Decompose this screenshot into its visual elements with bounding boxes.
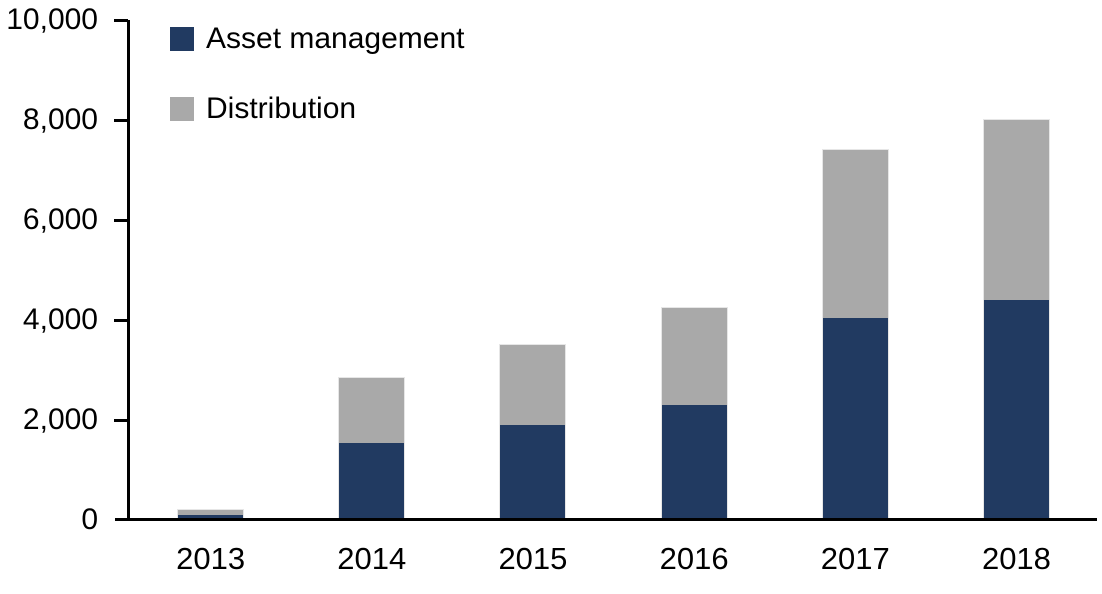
y-axis-ticks	[0, 0, 130, 594]
x-axis-line	[115, 518, 1097, 521]
bar-segment-distribution-2018	[983, 120, 1049, 300]
y-tick-mark	[114, 319, 128, 322]
x-axis-labels: 2013 2014 2015 2016 2017 2018	[130, 541, 1097, 577]
bar-group-2016	[614, 20, 775, 521]
bar-group-2014	[291, 20, 452, 521]
bar-segment-distribution-2013	[178, 510, 244, 515]
x-axis-label-2013: 2013	[176, 541, 246, 576]
x-axis-label-2018: 2018	[981, 541, 1051, 576]
legend-item-asset-management: Asset management	[170, 24, 464, 54]
bar-segment-asset-management-2016	[661, 405, 727, 520]
x-axis-label-2016: 2016	[659, 541, 729, 576]
bar-segment-asset-management-2014	[339, 442, 405, 520]
x-axis-label-2015: 2015	[498, 541, 568, 576]
stacked-bar-2015	[499, 344, 567, 521]
bar-segment-distribution-2014	[339, 377, 405, 443]
bar-group-2013	[130, 20, 291, 521]
y-tick-mark	[114, 219, 128, 222]
y-tick-label: 0	[81, 503, 98, 536]
stacked-bar-2017	[821, 149, 889, 521]
bar-segment-distribution-2016	[661, 307, 727, 405]
bar-segment-asset-management-2018	[983, 300, 1049, 520]
legend-swatch-asset-management	[170, 27, 194, 51]
y-tick-label: 2,000	[22, 403, 98, 436]
plot-area	[130, 20, 1097, 521]
bar-segment-asset-management-2013	[178, 515, 244, 520]
y-tick-label: 8,000	[22, 103, 98, 136]
bar-segment-asset-management-2015	[500, 425, 566, 520]
y-axis-labels: 0 2,000 4,000 6,000 8,000 10,000	[0, 0, 98, 594]
y-axis-line	[127, 20, 130, 521]
y-tick-mark	[114, 19, 128, 22]
stacked-bar-2016	[660, 306, 728, 521]
legend-swatch-distribution	[170, 97, 194, 121]
legend-item-distribution: Distribution	[170, 94, 464, 124]
y-tick-label: 4,000	[22, 303, 98, 336]
stacked-bar-2014	[338, 376, 406, 521]
y-tick-label: 6,000	[22, 203, 98, 236]
stacked-bar-2018	[982, 119, 1050, 521]
bar-segment-asset-management-2017	[822, 317, 888, 520]
bar-group-2015	[452, 20, 613, 521]
x-axis-label-2014: 2014	[337, 541, 407, 576]
legend-label-distribution: Distribution	[206, 92, 357, 125]
y-tick-label: 10,000	[6, 3, 98, 36]
stacked-bar-2013	[177, 509, 245, 521]
bar-group-2017	[775, 20, 936, 521]
legend: Asset management Distribution	[170, 24, 464, 164]
bar-segment-distribution-2015	[500, 345, 566, 425]
y-tick-mark	[114, 119, 128, 122]
bar-group-2018	[936, 20, 1097, 521]
bar-segment-distribution-2017	[822, 150, 888, 318]
x-axis-label-2017: 2017	[820, 541, 890, 576]
y-tick-mark	[114, 419, 128, 422]
legend-label-asset-management: Asset management	[206, 22, 465, 55]
